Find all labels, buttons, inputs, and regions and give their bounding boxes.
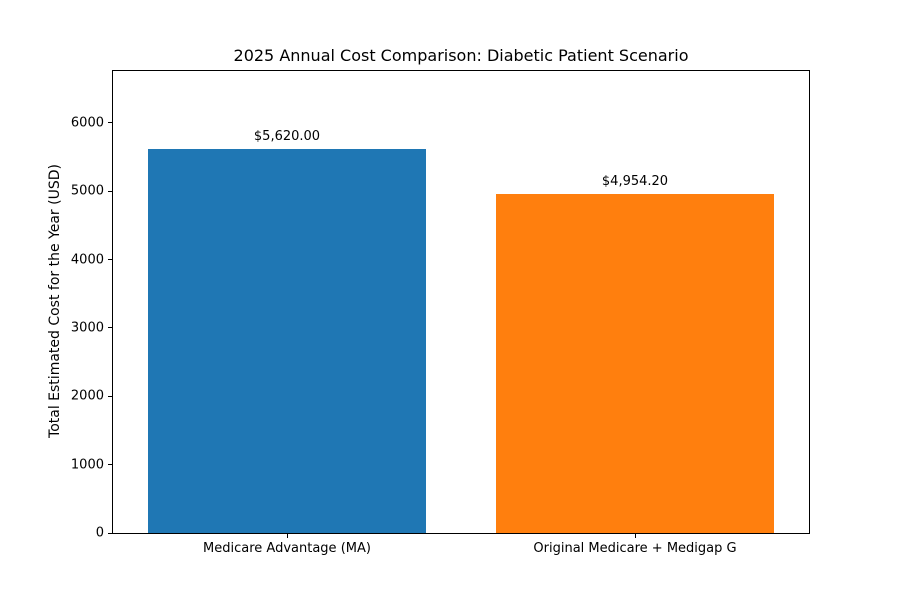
chart-title: 2025 Annual Cost Comparison: Diabetic Pa…	[233, 46, 689, 65]
bar	[495, 194, 775, 533]
bar-value-label: $4,954.20	[601, 174, 669, 190]
y-tick-mark	[108, 464, 112, 466]
x-tick-mark	[634, 534, 636, 538]
bar	[147, 148, 427, 533]
y-tick-label: 0	[95, 525, 104, 541]
y-tick-label: 5000	[70, 183, 104, 199]
y-tick-mark	[108, 190, 112, 192]
x-tick-mark	[286, 534, 288, 538]
plot-area	[112, 70, 810, 534]
y-tick-mark	[108, 327, 112, 329]
y-tick-mark	[108, 395, 112, 397]
y-tick-label: 1000	[70, 457, 104, 473]
x-tick-label: Medicare Advantage (MA)	[203, 541, 371, 556]
bar-value-label: $5,620.00	[253, 128, 321, 144]
y-tick-mark	[108, 532, 112, 534]
y-tick-mark	[108, 259, 112, 261]
y-tick-label: 2000	[70, 388, 104, 404]
y-tick-label: 4000	[70, 252, 104, 268]
y-tick-label: 3000	[70, 320, 104, 336]
y-tick-mark	[108, 122, 112, 124]
y-axis-label: Total Estimated Cost for the Year (USD)	[47, 164, 63, 438]
x-tick-label: Original Medicare + Medigap G	[533, 541, 737, 556]
y-tick-label: 6000	[70, 115, 104, 131]
